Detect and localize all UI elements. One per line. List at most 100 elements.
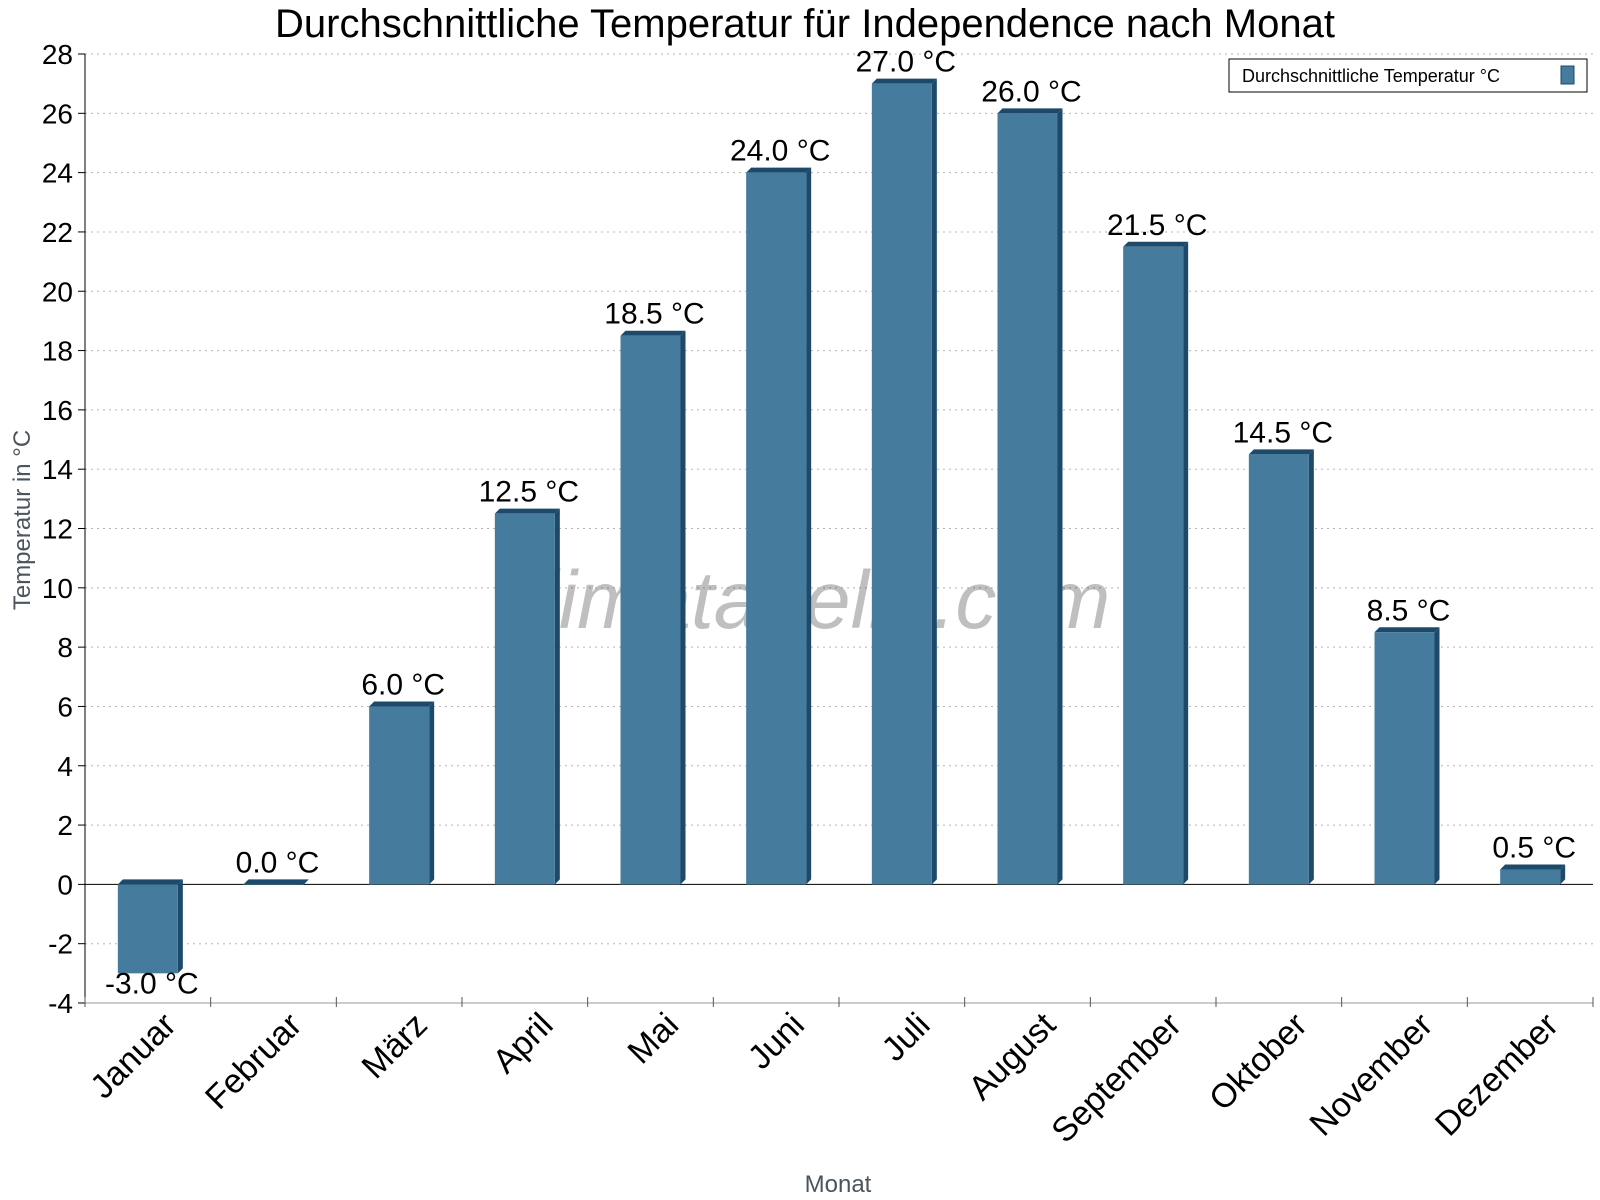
legend-box bbox=[1228, 58, 1588, 93]
y-tick-label: 22 bbox=[42, 217, 73, 248]
bar-front bbox=[1500, 869, 1561, 885]
y-tick-label: -2 bbox=[48, 929, 73, 960]
bar-front bbox=[997, 113, 1058, 885]
bar bbox=[1248, 449, 1314, 885]
bar-side bbox=[806, 167, 812, 885]
y-tick-label: 10 bbox=[42, 573, 73, 604]
bar bbox=[369, 701, 435, 885]
y-tick-label: 8 bbox=[57, 632, 73, 663]
y-tick-label: 18 bbox=[42, 336, 73, 367]
x-tick-label: Februar bbox=[198, 1006, 309, 1117]
bar-front bbox=[369, 706, 430, 885]
bar-front bbox=[1248, 454, 1309, 885]
y-tick-label: 28 bbox=[42, 39, 73, 70]
x-tick-label: Oktober bbox=[1202, 1006, 1314, 1118]
bar bbox=[1500, 864, 1566, 885]
bar bbox=[1374, 627, 1440, 885]
data-label: 27.0 °C bbox=[856, 46, 956, 79]
bar bbox=[871, 78, 937, 885]
y-tick-label: 14 bbox=[42, 454, 73, 485]
chart-title: Durchschnittliche Temperatur für Indepen… bbox=[275, 2, 1335, 46]
legend-swatch bbox=[1560, 65, 1575, 85]
x-tick-label: Mai bbox=[621, 1006, 687, 1072]
bar bbox=[620, 330, 686, 885]
x-tick-label: November bbox=[1302, 1006, 1440, 1144]
bar bbox=[243, 879, 309, 885]
bar-side bbox=[1560, 864, 1566, 885]
data-label: 21.5 °C bbox=[1107, 209, 1207, 242]
bar-front bbox=[1374, 632, 1435, 885]
legend: Durchschnittliche Temperatur °C bbox=[1228, 58, 1588, 93]
data-label: 12.5 °C bbox=[479, 476, 579, 509]
bar-front bbox=[871, 83, 932, 885]
data-label: 26.0 °C bbox=[981, 75, 1081, 108]
bar-front bbox=[494, 513, 555, 885]
bar bbox=[1123, 241, 1189, 885]
bars bbox=[117, 78, 1566, 974]
data-label: -3.0 °C bbox=[105, 967, 199, 1000]
bar-top bbox=[871, 78, 937, 84]
y-tick-label: 4 bbox=[57, 751, 73, 782]
data-label: 14.5 °C bbox=[1233, 416, 1333, 449]
bar-top bbox=[494, 508, 560, 514]
data-label: 0.5 °C bbox=[1492, 832, 1576, 865]
bar-front bbox=[117, 884, 178, 974]
bar-side bbox=[177, 879, 183, 974]
x-tick-labels: Januar Februar März April Mai Juni Juli AugustS… bbox=[83, 1005, 1566, 1150]
bar-front bbox=[746, 172, 807, 885]
y-tick-label: 16 bbox=[42, 395, 73, 426]
bar-top bbox=[117, 879, 183, 885]
bar-top bbox=[746, 167, 812, 173]
y-tick-label: 12 bbox=[42, 514, 73, 545]
bar-top bbox=[620, 330, 686, 336]
bar-front bbox=[243, 884, 304, 885]
y-tick-label: 2 bbox=[57, 810, 73, 841]
y-tick-label: 0 bbox=[57, 869, 73, 900]
x-tick-label: Juni bbox=[741, 1006, 812, 1077]
y-axis-title: Temperatur in °C bbox=[9, 430, 36, 610]
bar-front bbox=[620, 335, 681, 885]
bar-top bbox=[243, 879, 309, 885]
x-tick-label: Januar bbox=[83, 1006, 183, 1106]
x-tick-label: September bbox=[1044, 1006, 1188, 1150]
bar bbox=[746, 167, 812, 885]
y-tick-label: -4 bbox=[48, 988, 73, 1019]
bar-side bbox=[1308, 449, 1314, 885]
bar-side bbox=[931, 78, 937, 885]
bar-side bbox=[429, 701, 435, 885]
y-tick-label: 26 bbox=[42, 98, 73, 129]
bar-top bbox=[1123, 241, 1189, 247]
bar-side bbox=[1434, 627, 1440, 885]
data-label: 24.0 °C bbox=[730, 135, 830, 168]
bar bbox=[997, 108, 1063, 885]
bar-front bbox=[1123, 246, 1184, 885]
bar-side bbox=[1057, 108, 1063, 885]
bar-side bbox=[1183, 241, 1189, 885]
bar-top bbox=[1374, 627, 1440, 633]
bar-top bbox=[369, 701, 435, 707]
x-tick-label: August bbox=[961, 1005, 1063, 1107]
bar-top bbox=[997, 108, 1063, 114]
x-tick-label: März bbox=[355, 1006, 435, 1086]
x-tick-label: April bbox=[486, 1006, 561, 1081]
x-tick-label: Juli bbox=[875, 1006, 938, 1069]
data-labels: -3.0 °C 0.0 °C 6.0 °C 12.5 °C 18.5 °C 24.0 °C… bbox=[105, 46, 1576, 1001]
bar bbox=[117, 879, 183, 974]
y-tick-label: 20 bbox=[42, 276, 73, 307]
bar-side bbox=[554, 508, 560, 885]
bar-top bbox=[1500, 864, 1566, 870]
data-label: 18.5 °C bbox=[604, 298, 704, 331]
data-label: 0.0 °C bbox=[236, 846, 320, 879]
bar-side bbox=[303, 879, 309, 885]
axes bbox=[78, 53, 1594, 1007]
data-label: 6.0 °C bbox=[361, 668, 445, 701]
bar-top bbox=[1248, 449, 1314, 455]
x-tick-label: Dezember bbox=[1428, 1006, 1566, 1144]
x-axis-title: Monat bbox=[805, 1171, 872, 1198]
legend-label: Durchschnittliche Temperatur °C bbox=[1242, 66, 1500, 86]
bar-side bbox=[680, 330, 686, 885]
data-label: 8.5 °C bbox=[1367, 594, 1451, 627]
y-tick-label: 24 bbox=[42, 158, 73, 189]
